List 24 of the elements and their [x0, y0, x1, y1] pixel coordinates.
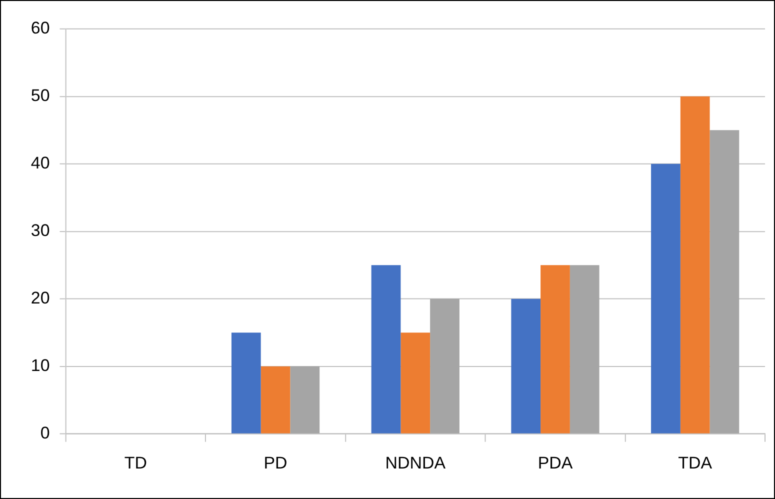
x-tick-label: TD	[124, 454, 147, 473]
bar	[570, 265, 600, 434]
bar	[680, 96, 710, 434]
y-tick-label: 0	[40, 424, 50, 443]
bar	[430, 298, 460, 434]
x-tick-label: PD	[264, 454, 288, 473]
y-tick-label: 20	[30, 288, 50, 308]
bar	[540, 265, 570, 434]
bar	[290, 366, 320, 434]
bar	[260, 366, 290, 434]
bar	[710, 130, 740, 434]
bar	[371, 265, 401, 434]
y-tick-label: 60	[30, 18, 50, 38]
bar	[400, 332, 430, 434]
bar	[651, 164, 680, 434]
x-tick-label: TDA	[678, 454, 713, 473]
y-tick-label: 10	[30, 356, 50, 376]
bar	[231, 332, 261, 434]
x-tick-label: NDNDA	[385, 454, 446, 473]
y-tick-label: 30	[30, 221, 50, 240]
x-tick-label: PDA	[538, 454, 574, 473]
bar	[511, 298, 541, 434]
y-tick-label: 50	[30, 86, 50, 106]
y-tick-label: 40	[30, 154, 50, 173]
